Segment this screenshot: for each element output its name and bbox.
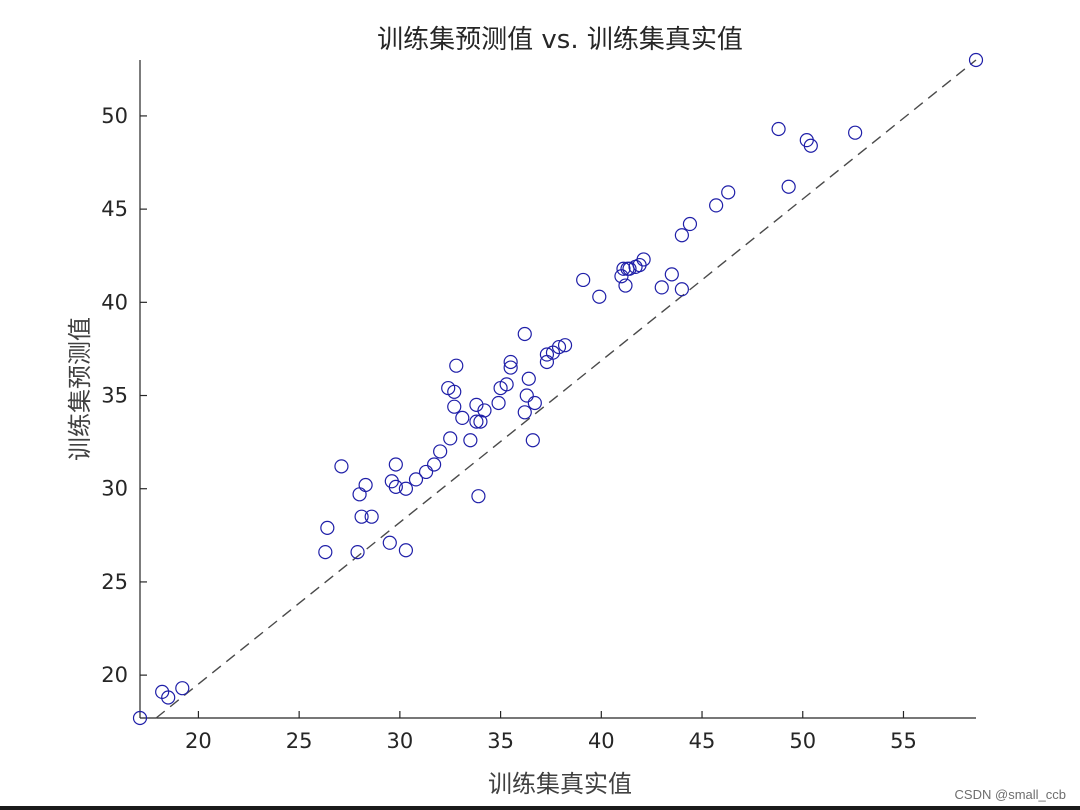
chart-title: 训练集预测值 vs. 训练集真实值: [377, 25, 743, 55]
reference-line-group: [155, 59, 977, 719]
data-point: [382, 535, 397, 550]
data-point: [592, 289, 607, 304]
data-point: [398, 543, 414, 558]
watermark: CSDN @small_ccb: [954, 787, 1066, 802]
data-point: [398, 481, 414, 496]
data-point: [664, 267, 679, 282]
data-point: [463, 433, 478, 448]
data-point: [674, 228, 689, 243]
y-tick-label: 40: [101, 290, 128, 314]
data-point: [443, 431, 458, 446]
data-point: [175, 681, 190, 696]
y-tick-label: 50: [101, 104, 128, 128]
data-point: [517, 326, 532, 342]
data-point: [427, 457, 442, 472]
data-point: [469, 414, 484, 429]
data-point: [527, 395, 542, 411]
data-point: [781, 179, 796, 194]
x-tick-label: 30: [386, 729, 413, 753]
data-point: [503, 360, 518, 375]
bottom-border: [0, 806, 1080, 810]
data-point: [418, 464, 434, 480]
data-points: [132, 52, 984, 726]
data-point: [654, 280, 669, 295]
data-point: [471, 489, 486, 504]
data-point: [334, 459, 349, 474]
x-tick-label: 45: [689, 729, 716, 753]
x-tick-label: 20: [185, 729, 212, 753]
data-point: [132, 710, 148, 726]
data-point: [447, 399, 462, 414]
data-point: [636, 252, 651, 267]
y-tick-label: 35: [101, 384, 128, 408]
x-tick-label: 50: [789, 729, 816, 753]
data-point: [358, 477, 373, 493]
data-point: [721, 185, 736, 200]
data-point: [354, 509, 369, 524]
data-point: [364, 509, 379, 524]
data-point: [388, 457, 403, 472]
data-point: [771, 121, 786, 137]
data-point: [682, 216, 698, 232]
data-point: [674, 282, 689, 297]
y-tick-label: 45: [101, 197, 128, 221]
data-point: [503, 354, 518, 370]
x-tick-label: 35: [487, 729, 514, 753]
data-point: [161, 690, 176, 705]
data-point: [517, 405, 532, 420]
data-point: [521, 371, 536, 386]
x-tick-label: 55: [890, 729, 917, 753]
data-point: [525, 433, 540, 448]
data-point: [968, 52, 984, 68]
data-point: [551, 339, 567, 355]
data-point: [447, 384, 462, 399]
y-tick-label: 30: [101, 477, 128, 501]
data-point: [539, 354, 555, 370]
data-point: [469, 397, 484, 412]
data-point: [848, 125, 863, 140]
data-point: [352, 487, 367, 502]
x-ticks: 20 25 30 35 40 45 50 55: [185, 711, 917, 753]
data-point: [350, 545, 365, 560]
data-point: [576, 272, 591, 288]
data-point: [408, 472, 424, 487]
data-point: [320, 520, 335, 535]
x-axis-label: 训练集真实值: [488, 770, 632, 798]
data-point: [499, 377, 514, 392]
data-point: [557, 338, 573, 353]
data-point: [618, 278, 633, 293]
reference-line: [155, 59, 977, 719]
data-point: [318, 545, 333, 560]
x-tick-label: 40: [588, 729, 615, 753]
data-point: [519, 388, 534, 403]
y-tick-label: 25: [101, 570, 128, 594]
y-axis-label: 训练集预测值: [66, 317, 94, 461]
data-point: [477, 403, 492, 418]
data-point: [622, 261, 637, 276]
data-point: [449, 358, 464, 373]
y-tick-label: 20: [101, 663, 128, 687]
data-point: [455, 410, 470, 425]
data-point: [433, 444, 448, 459]
data-point: [616, 261, 631, 276]
x-tick-label: 25: [286, 729, 313, 753]
data-point: [709, 198, 724, 213]
data-point: [539, 347, 555, 362]
data-point: [803, 138, 818, 153]
data-point: [491, 395, 506, 411]
data-point: [388, 479, 403, 494]
y-ticks: 20 25 30 35 40 45 50: [101, 104, 147, 687]
